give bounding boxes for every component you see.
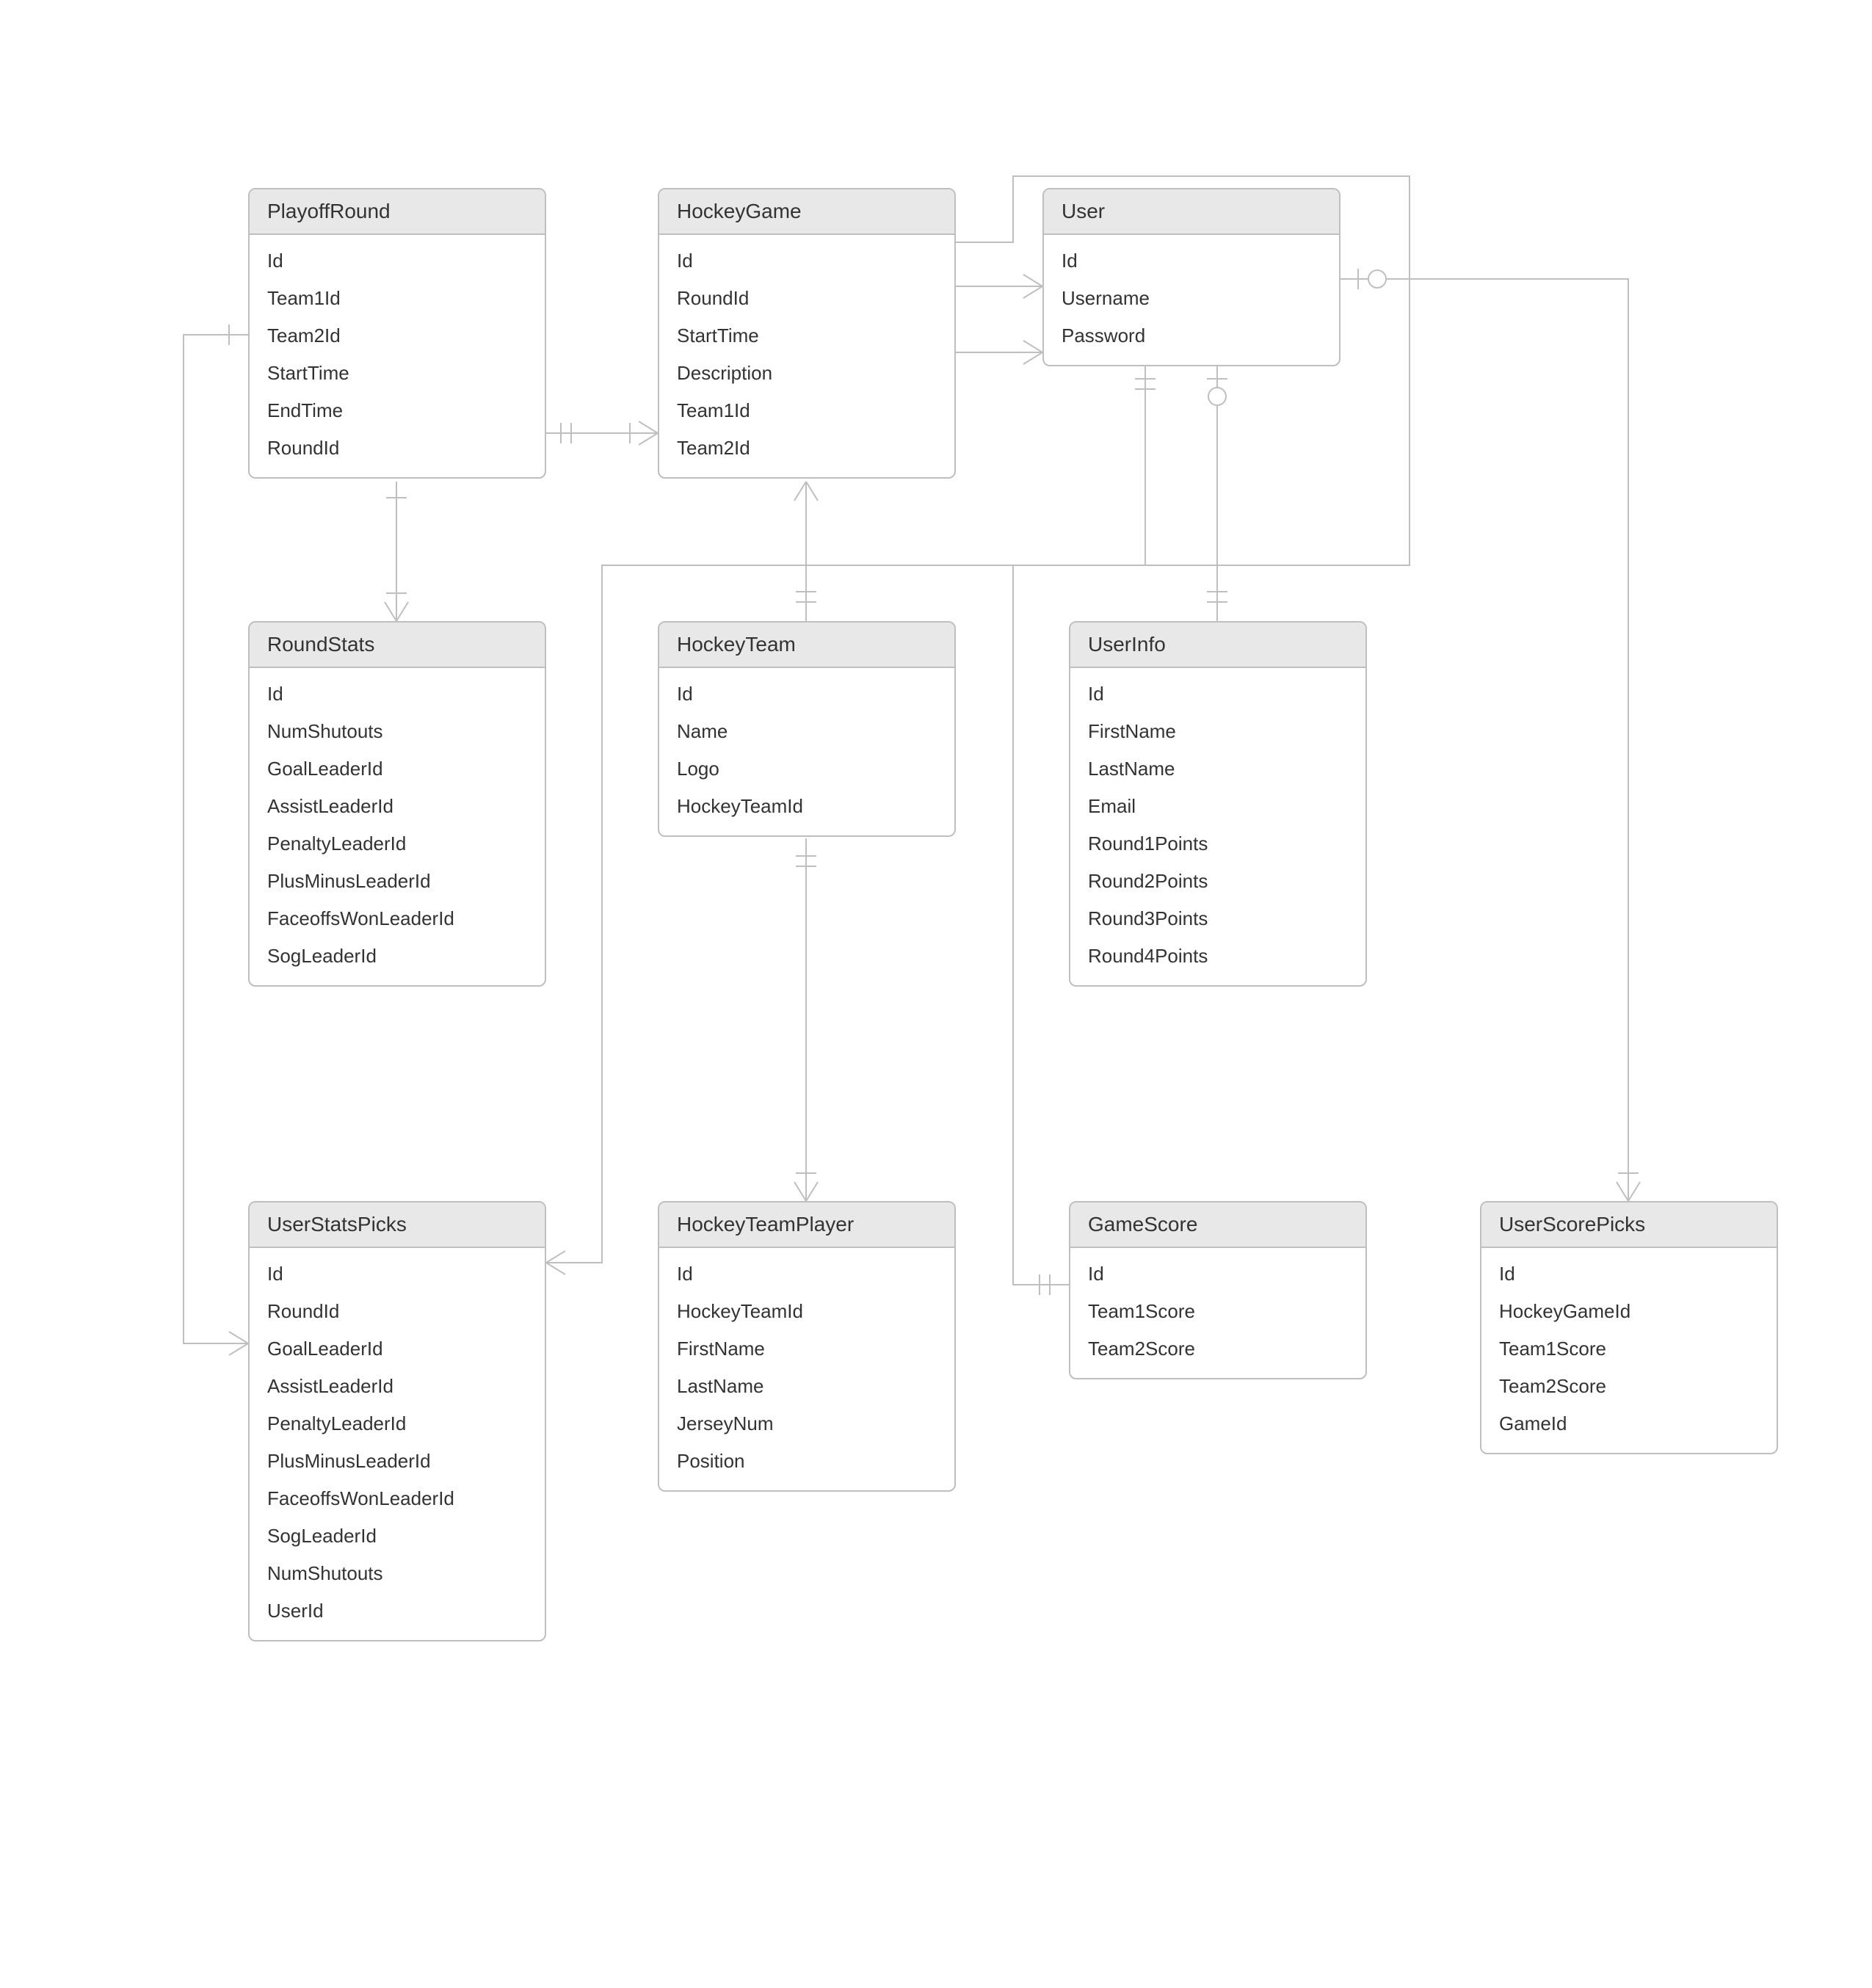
- field: NumShutouts: [250, 713, 545, 750]
- entity-hockeyteamplayer: HockeyTeamPlayer Id HockeyTeamId FirstNa…: [658, 1201, 956, 1492]
- field: Round1Points: [1070, 825, 1365, 863]
- field: LastName: [659, 1368, 954, 1405]
- field: Team1Id: [250, 280, 545, 317]
- field: NumShutouts: [250, 1555, 545, 1592]
- field: LastName: [1070, 750, 1365, 788]
- field: HockeyTeamId: [659, 1293, 954, 1330]
- field: Id: [1044, 242, 1339, 280]
- field: Id: [659, 1255, 954, 1293]
- field: FaceoffsWonLeaderId: [250, 1480, 545, 1517]
- field: Id: [250, 242, 545, 280]
- field: StartTime: [250, 355, 545, 392]
- entity-title: User: [1044, 189, 1339, 235]
- field: FaceoffsWonLeaderId: [250, 900, 545, 937]
- field: Team1Score: [1481, 1330, 1777, 1368]
- entity-hockeyteam: HockeyTeam Id Name Logo HockeyTeamId: [658, 621, 956, 837]
- field: Id: [250, 1255, 545, 1293]
- field: Id: [659, 242, 954, 280]
- field: Id: [1070, 675, 1365, 713]
- field: PenaltyLeaderId: [250, 825, 545, 863]
- field: Team1Id: [659, 392, 954, 429]
- field: Round4Points: [1070, 937, 1365, 975]
- field: Id: [1070, 1255, 1365, 1293]
- entity-roundstats: RoundStats Id NumShutouts GoalLeaderId A…: [248, 621, 546, 987]
- field: SogLeaderId: [250, 1517, 545, 1555]
- entity-userstatspicks: UserStatsPicks Id RoundId GoalLeaderId A…: [248, 1201, 546, 1641]
- entity-title: PlayoffRound: [250, 189, 545, 235]
- field: AssistLeaderId: [250, 1368, 545, 1405]
- entity-title: UserInfo: [1070, 623, 1365, 668]
- field: Id: [659, 675, 954, 713]
- field: PlusMinusLeaderId: [250, 1443, 545, 1480]
- field: AssistLeaderId: [250, 788, 545, 825]
- field: Description: [659, 355, 954, 392]
- field: SogLeaderId: [250, 937, 545, 975]
- field: PenaltyLeaderId: [250, 1405, 545, 1443]
- field: GameId: [1481, 1405, 1777, 1443]
- entity-title: HockeyTeam: [659, 623, 954, 668]
- field: Name: [659, 713, 954, 750]
- entity-title: RoundStats: [250, 623, 545, 668]
- field: GoalLeaderId: [250, 750, 545, 788]
- field: JerseyNum: [659, 1405, 954, 1443]
- entity-title: GameScore: [1070, 1202, 1365, 1248]
- field: GoalLeaderId: [250, 1330, 545, 1368]
- field: Team1Score: [1070, 1293, 1365, 1330]
- field: EndTime: [250, 392, 545, 429]
- field: RoundId: [250, 1293, 545, 1330]
- field: HockeyTeamId: [659, 788, 954, 825]
- entity-title: HockeyTeamPlayer: [659, 1202, 954, 1248]
- field: Email: [1070, 788, 1365, 825]
- entity-title: UserScorePicks: [1481, 1202, 1777, 1248]
- field: Password: [1044, 317, 1339, 355]
- field: StartTime: [659, 317, 954, 355]
- field: Team2Score: [1481, 1368, 1777, 1405]
- field: Team2Id: [250, 317, 545, 355]
- field: UserId: [250, 1592, 545, 1630]
- entity-user: User Id Username Password: [1042, 188, 1340, 366]
- entity-userscorepicks: UserScorePicks Id HockeyGameId Team1Scor…: [1480, 1201, 1778, 1454]
- field: RoundId: [659, 280, 954, 317]
- diagram-canvas: PlayoffRound Id Team1Id Team2Id StartTim…: [0, 0, 1872, 1988]
- field: Logo: [659, 750, 954, 788]
- field: HockeyGameId: [1481, 1293, 1777, 1330]
- field: RoundId: [250, 429, 545, 467]
- entity-title: UserStatsPicks: [250, 1202, 545, 1248]
- entity-playoffround: PlayoffRound Id Team1Id Team2Id StartTim…: [248, 188, 546, 479]
- field: Username: [1044, 280, 1339, 317]
- field: Position: [659, 1443, 954, 1480]
- field: Round2Points: [1070, 863, 1365, 900]
- field: PlusMinusLeaderId: [250, 863, 545, 900]
- field: FirstName: [1070, 713, 1365, 750]
- entity-title: HockeyGame: [659, 189, 954, 235]
- field: Team2Score: [1070, 1330, 1365, 1368]
- entity-hockeygame: HockeyGame Id RoundId StartTime Descript…: [658, 188, 956, 479]
- field: Team2Id: [659, 429, 954, 467]
- field: Round3Points: [1070, 900, 1365, 937]
- field: Id: [1481, 1255, 1777, 1293]
- entity-userinfo: UserInfo Id FirstName LastName Email Rou…: [1069, 621, 1367, 987]
- entity-gamescore: GameScore Id Team1Score Team2Score: [1069, 1201, 1367, 1379]
- field: FirstName: [659, 1330, 954, 1368]
- field: Id: [250, 675, 545, 713]
